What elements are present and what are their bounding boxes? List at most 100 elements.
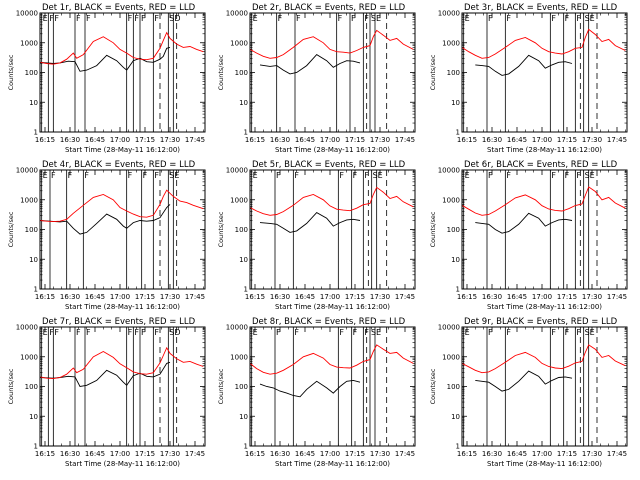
event-marker-label: E: [465, 328, 470, 337]
y-tick-label: 10000: [438, 167, 460, 175]
y-axis-label: Counts/sec: [217, 54, 225, 90]
x-tick-label: 16:30: [60, 450, 80, 458]
event-marker-label: S: [371, 14, 376, 23]
y-axis-label: Counts/sec: [429, 211, 437, 247]
y-tick-label: 10000: [438, 10, 460, 18]
event-marker-label: F: [154, 171, 159, 180]
event-marker-label: F: [143, 171, 148, 180]
panel-6: Det 6r, BLACK = Events, RED = LLD Counts/…: [429, 160, 628, 311]
x-tick-label: 17:30: [582, 293, 602, 301]
x-axis-label: Start Time (28-May-11 16:12:00): [65, 460, 180, 468]
plot-frame: [39, 326, 206, 447]
x-tick-label: 16:15: [245, 136, 265, 144]
x-axis-label: Start Time (28-May-11 16:12:00): [275, 146, 390, 154]
y-tick-label: 10000: [226, 324, 248, 332]
y-tick-label: 1000: [442, 353, 460, 361]
events-series-line: [39, 204, 171, 235]
plot-frame: [461, 326, 628, 447]
plot-frame: [249, 169, 416, 290]
event-marker-label: E: [253, 328, 258, 337]
y-tick-label: 100: [25, 69, 38, 77]
x-axis-label: Start Time (28-May-11 16:12:00): [487, 460, 602, 468]
event-marker-label: F: [576, 328, 581, 337]
event-marker-label: E: [465, 14, 470, 23]
y-tick-label: 1: [244, 129, 248, 137]
event-marker-label: F: [488, 328, 493, 337]
event-marker-label: F: [576, 14, 581, 23]
event-marker-label: S: [169, 171, 174, 180]
event-marker-label: F: [86, 14, 91, 23]
event-marker-label: F: [128, 14, 133, 23]
x-tick-label: 17:15: [135, 136, 155, 144]
event-marker-label: F: [54, 14, 59, 23]
y-axis-label: Counts/sec: [7, 211, 15, 247]
x-tick-label: 16:45: [507, 293, 527, 301]
event-marker-label: E: [378, 171, 383, 180]
x-tick-label: 17:30: [370, 293, 390, 301]
event-marker-label: S: [585, 14, 590, 23]
event-marker-label: F: [506, 171, 511, 180]
event-marker-label: F: [551, 14, 556, 23]
y-axis-label: Counts/sec: [7, 54, 15, 90]
panel-1: Det 1r, BLACK = Events, RED = LLD Counts/…: [7, 3, 206, 154]
y-axis-label: Counts/sec: [217, 211, 225, 247]
y-tick-label: 100: [25, 226, 38, 234]
x-tick-label: 17:00: [532, 136, 552, 144]
event-marker-label: S: [169, 14, 174, 23]
events-series-line: [475, 212, 573, 234]
event-marker-label: F: [276, 171, 281, 180]
event-marker-label: D: [174, 328, 180, 337]
x-tick-label: 17:45: [395, 136, 415, 144]
plot-frame: [249, 12, 416, 133]
x-tick-label: 17:45: [185, 450, 205, 458]
plot-frame: [461, 12, 628, 133]
events-series-line: [259, 379, 361, 398]
panel-8: Det 8r, BLACK = Events, RED = LLD Counts/…: [217, 317, 416, 468]
event-marker-label: E: [253, 171, 258, 180]
x-tick-label: 16:45: [295, 450, 315, 458]
x-tick-label: 16:45: [507, 450, 527, 458]
x-tick-label: 17:30: [582, 136, 602, 144]
x-tick-label: 16:30: [270, 450, 290, 458]
x-tick-label: 17:00: [110, 293, 130, 301]
x-axis-label: Start Time (28-May-11 16:12:00): [275, 460, 390, 468]
event-marker-label: S: [585, 171, 590, 180]
x-tick-label: 16:30: [482, 293, 502, 301]
lld-series-line: [249, 29, 414, 59]
y-tick-label: 10: [451, 413, 460, 421]
x-axis-label: Start Time (28-May-11 16:12:00): [487, 303, 602, 311]
event-marker-label: F: [338, 14, 343, 23]
x-tick-label: 17:00: [320, 293, 340, 301]
lld-series-line: [39, 189, 204, 223]
event-marker-label: S: [169, 328, 174, 337]
y-tick-label: 100: [235, 383, 248, 391]
x-tick-label: 17:30: [160, 293, 180, 301]
y-tick-label: 1: [456, 286, 460, 294]
x-tick-label: 17:15: [135, 450, 155, 458]
lld-series-line: [461, 28, 626, 59]
lld-series-line: [249, 344, 414, 375]
event-marker-label: E: [376, 328, 381, 337]
y-tick-label: 1000: [20, 196, 38, 204]
y-axis-label: Counts/sec: [429, 54, 437, 90]
x-tick-label: 17:15: [345, 450, 365, 458]
events-series-line: [475, 54, 573, 76]
y-tick-label: 10: [239, 413, 248, 421]
x-tick-label: 17:15: [345, 136, 365, 144]
x-tick-label: 16:15: [245, 450, 265, 458]
event-marker-label: F: [134, 328, 139, 337]
y-tick-label: 1: [34, 443, 38, 451]
x-tick-label: 16:45: [295, 136, 315, 144]
y-tick-label: 1: [456, 443, 460, 451]
event-marker-label: F: [278, 14, 283, 23]
x-axis-label: Start Time (28-May-11 16:12:00): [65, 146, 180, 154]
event-marker-label: F: [506, 328, 511, 337]
x-tick-label: 17:30: [160, 136, 180, 144]
y-tick-label: 1000: [20, 353, 38, 361]
panel-5: Det 5r, BLACK = Events, RED = LLD Counts/…: [217, 160, 416, 311]
event-marker-label: F: [49, 14, 54, 23]
x-tick-label: 17:00: [110, 136, 130, 144]
y-tick-label: 100: [447, 383, 460, 391]
lld-series-line: [461, 186, 626, 216]
panel-title: Det 5r, BLACK = Events, RED = LLD: [252, 160, 406, 170]
